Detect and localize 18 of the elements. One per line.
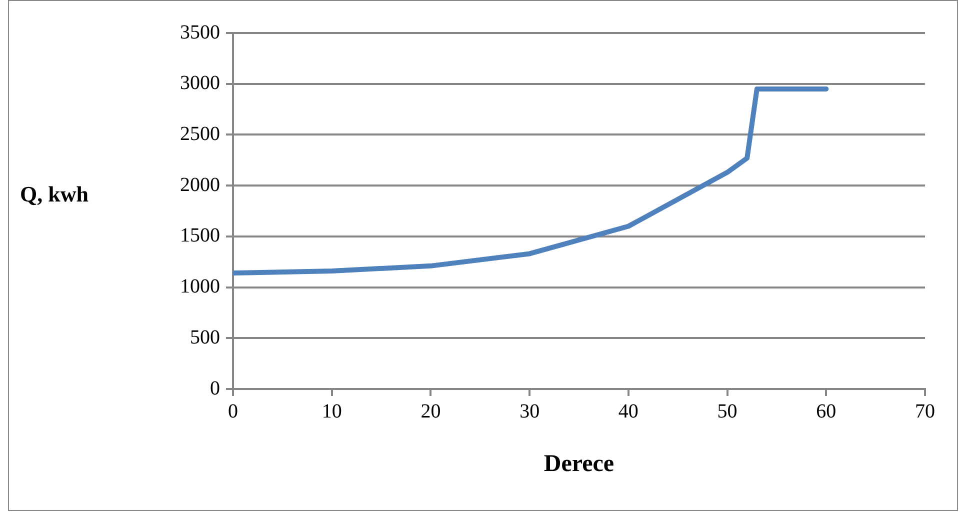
x-tick-label: 20 xyxy=(420,400,441,422)
x-tick-label: 60 xyxy=(816,400,836,422)
y-tick-label: 3000 xyxy=(180,72,220,94)
x-tick-label: 50 xyxy=(717,400,738,422)
x-axis-title: Derece xyxy=(544,450,614,477)
x-tick-label: 70 xyxy=(915,400,935,422)
y-tick-label: 1000 xyxy=(180,276,220,298)
y-tick-label: 2000 xyxy=(180,174,220,196)
y-tick-label: 2500 xyxy=(180,122,220,145)
y-tick-label: 500 xyxy=(190,326,220,348)
y-tick-label: 3500 xyxy=(180,21,220,44)
y-tick-label: 1500 xyxy=(180,224,220,247)
y-tick-label: 0 xyxy=(210,377,220,400)
y-axis-title: Q, kwh xyxy=(20,182,88,207)
x-tick-label: 0 xyxy=(228,400,238,422)
x-tick-label: 10 xyxy=(322,400,342,422)
x-tick-label: 40 xyxy=(618,400,638,422)
x-tick-label: 30 xyxy=(520,400,540,422)
